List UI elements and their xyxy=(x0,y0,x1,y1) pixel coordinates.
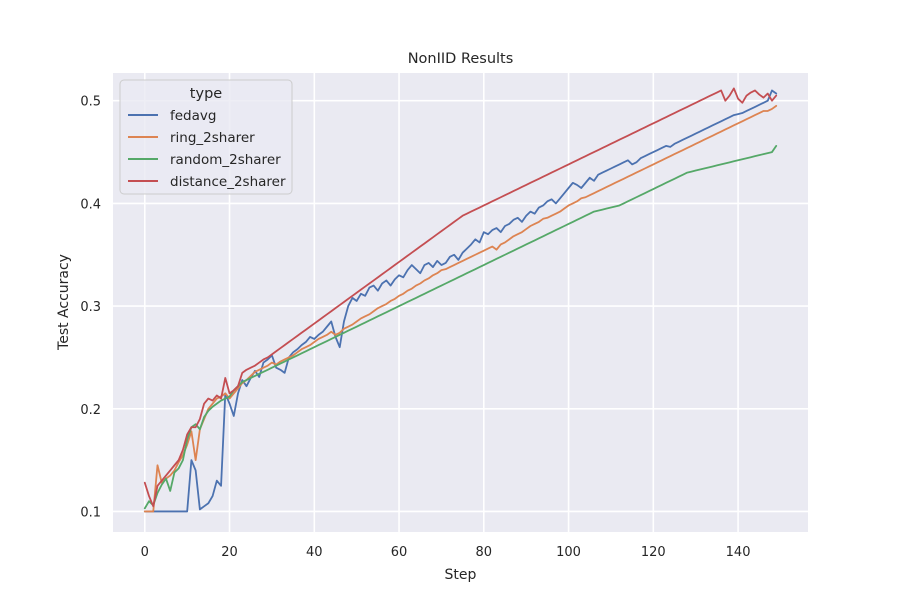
y-tick-label: 0.5 xyxy=(80,95,101,110)
series-lines xyxy=(143,87,778,513)
x-tick-label: 100 xyxy=(556,545,581,560)
x-tick-label: 80 xyxy=(476,545,493,560)
x-tick-label: 60 xyxy=(391,545,408,560)
series-line-distance-2sharer xyxy=(143,87,778,508)
y-tick-label: 0.3 xyxy=(80,300,101,315)
x-tick-label: 140 xyxy=(726,545,751,560)
series-line-fedavg xyxy=(143,89,778,513)
x-axis-ticks: 0 20 40 60 80 100 120 140 xyxy=(141,545,751,560)
x-tick-label: 40 xyxy=(306,545,323,560)
y-tick-label: 0.2 xyxy=(80,403,101,418)
legend-label-ring-2sharer: ring_2sharer xyxy=(170,130,255,146)
legend-items: fedavg ring_2sharer random_2sharer distance… xyxy=(128,108,286,190)
legend-box xyxy=(119,79,293,195)
y-axis-label: Test Accuracy xyxy=(56,254,72,351)
legend-label-distance-2sharer: distance_2sharer xyxy=(170,174,286,190)
x-tick-label: 20 xyxy=(221,545,238,560)
x-tick-label: 120 xyxy=(641,545,666,560)
series-line-ring-2sharer xyxy=(143,104,778,513)
legend-label-random-2sharer: random_2sharer xyxy=(170,152,281,168)
x-tick-label: 0 xyxy=(141,545,149,560)
y-tick-label: 0.1 xyxy=(80,505,101,520)
legend-title: type xyxy=(190,86,222,102)
y-tick-label: 0.4 xyxy=(80,197,101,212)
legend: type fedavg ring_2sharer random_2sharerdis… xyxy=(119,79,293,195)
x-axis-label: Step xyxy=(445,567,477,583)
legend-label-fedavg: fedavg xyxy=(170,108,216,124)
series-line-random-2sharer xyxy=(143,145,778,510)
chart-title: NonIID Results xyxy=(408,51,514,67)
y-axis-ticks: 0.1 0.2 0.3 0.4 0.5 xyxy=(80,95,101,521)
